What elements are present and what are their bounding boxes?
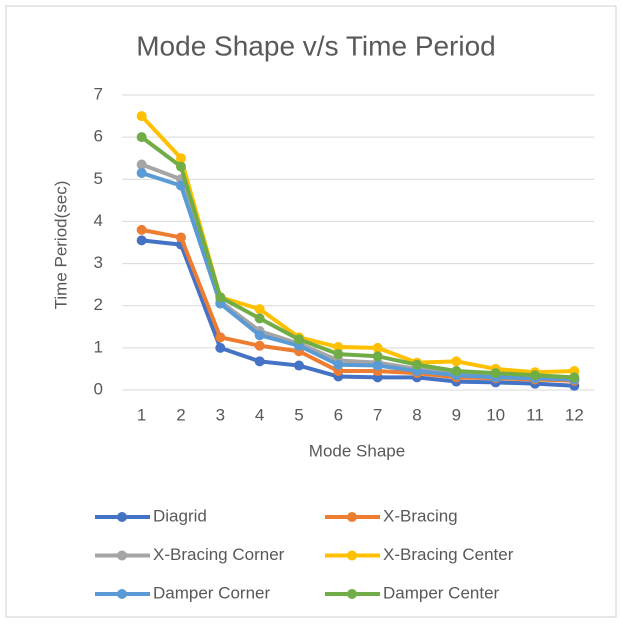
- data-point: [136, 132, 147, 143]
- legend-marker: [117, 589, 127, 599]
- x-tick-label: 1: [137, 405, 146, 424]
- data-point: [254, 330, 265, 341]
- data-point: [136, 159, 147, 170]
- data-point: [136, 224, 147, 235]
- data-point: [215, 342, 226, 353]
- x-tick-label: 10: [486, 405, 505, 424]
- x-tick-label: 11: [526, 405, 544, 424]
- x-tick-label: 5: [294, 405, 303, 424]
- data-point: [490, 368, 501, 379]
- y-tick-label: 4: [94, 211, 103, 230]
- data-point: [294, 334, 304, 345]
- data-point: [136, 167, 147, 178]
- legend-marker: [347, 589, 357, 599]
- data-point: [333, 342, 344, 353]
- data-point: [254, 304, 265, 315]
- legend-label: X-Bracing Corner: [153, 545, 285, 564]
- data-point: [136, 235, 147, 246]
- data-point: [451, 356, 462, 367]
- y-tick-label: 0: [94, 379, 103, 398]
- data-point: [215, 332, 226, 343]
- data-point: [215, 292, 226, 303]
- y-tick-label: 1: [94, 337, 103, 356]
- data-point: [136, 111, 147, 122]
- data-point: [294, 360, 304, 371]
- data-point: [372, 360, 383, 371]
- legend-marker: [117, 512, 127, 522]
- x-tick-label: 2: [176, 405, 185, 424]
- y-axis-label: Time Period(sec): [51, 181, 70, 310]
- y-tick-label: 7: [94, 84, 103, 103]
- data-point: [254, 313, 265, 324]
- data-point: [372, 351, 383, 362]
- chart-title: Mode Shape v/s Time Period: [136, 30, 496, 61]
- y-tick-label: 3: [94, 253, 103, 272]
- data-point: [412, 359, 422, 370]
- legend-label: Diagrid: [153, 506, 207, 525]
- legend-marker: [347, 512, 357, 522]
- data-point: [333, 359, 344, 370]
- y-tick-label: 6: [94, 127, 103, 146]
- x-tick-label: 8: [412, 405, 421, 424]
- legend-label: Damper Center: [383, 583, 500, 602]
- data-point: [372, 342, 383, 353]
- data-point: [176, 153, 186, 164]
- legend-marker: [347, 550, 357, 561]
- data-point: [176, 161, 186, 172]
- data-point: [530, 370, 540, 381]
- legend-label: X-Bracing: [383, 506, 458, 525]
- data-point: [333, 349, 344, 360]
- legend-label: Damper Corner: [153, 583, 270, 602]
- x-tick-label: 12: [565, 405, 584, 424]
- x-axis-label: Mode Shape: [309, 441, 405, 460]
- y-tick-label: 2: [94, 295, 103, 314]
- legend-label: X-Bracing Center: [383, 545, 514, 564]
- data-point: [176, 232, 186, 243]
- x-tick-label: 3: [216, 405, 225, 424]
- data-point: [569, 372, 580, 383]
- data-point: [176, 180, 186, 191]
- series-line: [141, 171, 575, 382]
- data-point: [451, 366, 462, 377]
- x-tick-label: 6: [334, 405, 343, 424]
- series-line: [141, 238, 575, 388]
- x-tick-label: 4: [255, 405, 264, 424]
- data-point: [254, 340, 265, 351]
- x-tick-label: 9: [452, 405, 461, 424]
- series-line: [140, 135, 575, 380]
- x-tick-label: 7: [373, 405, 382, 424]
- y-tick-label: 5: [94, 169, 103, 188]
- data-point: [254, 356, 265, 367]
- legend-marker: [117, 550, 127, 561]
